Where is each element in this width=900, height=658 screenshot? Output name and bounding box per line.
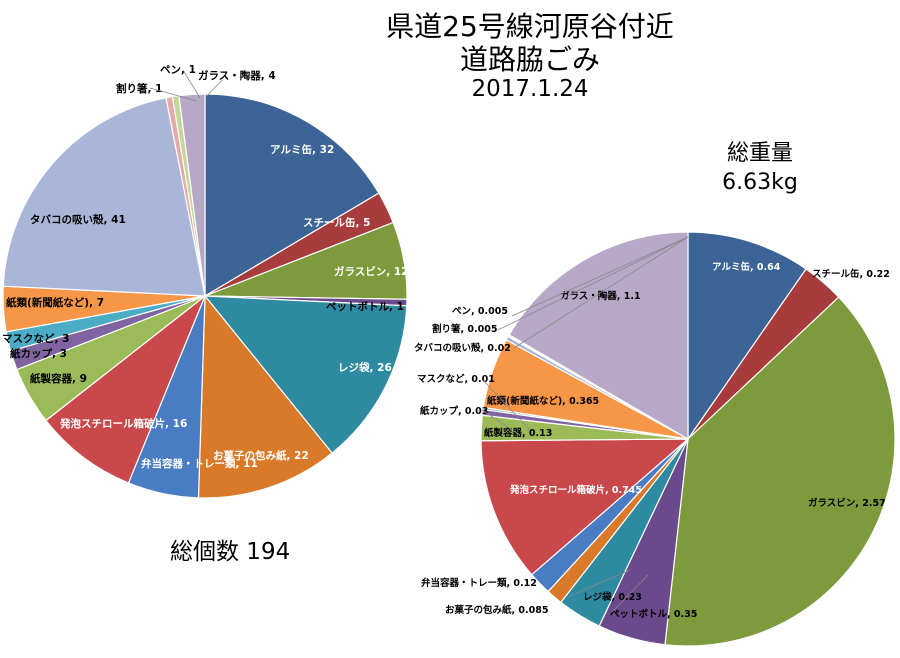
leader-line-0-2 bbox=[206, 79, 223, 97]
slice-label-count-6: 弁当容器・トレー類, 11 bbox=[141, 457, 258, 470]
leader-line-0-1 bbox=[182, 69, 201, 99]
slice-label-weight-15: ガラス・陶器, 1.1 bbox=[560, 290, 641, 302]
slice-label-count-7: 発泡スチロール箱破片, 16 bbox=[59, 417, 187, 430]
pie-slice-weight-2 bbox=[664, 296, 896, 647]
slice-label-count-1: スチール缶, 5 bbox=[303, 216, 370, 229]
slice-label-weight-11: 紙類(新聞紙など), 0.365 bbox=[487, 395, 599, 407]
slice-label-count-12: タバコの吸い殻, 41 bbox=[30, 213, 126, 226]
slice-label-weight-9: 紙カップ, 0.03 bbox=[420, 405, 488, 417]
slice-label-weight-2: ガラスビン, 2.57 bbox=[808, 497, 886, 509]
slice-label-count-15: ガラス・陶器, 4 bbox=[198, 69, 276, 82]
pie-slice-count-4 bbox=[203, 295, 408, 454]
slice-label-count-14: ペン, 1 bbox=[160, 64, 196, 76]
total-count-label: 総個数 194 bbox=[170, 539, 291, 565]
pie-slice-weight-7 bbox=[480, 438, 690, 576]
leader-line-0-0 bbox=[149, 87, 198, 102]
slice-label-weight-8: 紙製容器, 0.13 bbox=[484, 427, 552, 439]
slice-label-count-0: アルミ缶, 32 bbox=[270, 143, 334, 156]
slice-label-count-8: 紙製容器, 9 bbox=[30, 372, 87, 385]
leader-line-1-2 bbox=[513, 236, 689, 349]
slice-label-count-2: ガラスビン, 12 bbox=[334, 265, 409, 278]
leader-line-1-0 bbox=[511, 236, 689, 317]
chart-title: 県道25号線河原谷付近 道路脇ごみ 2017.1.24 bbox=[300, 10, 760, 103]
title-line-2: 道路脇ごみ bbox=[459, 43, 600, 77]
slice-label-count-11: 紙類(新聞紙など), 7 bbox=[6, 296, 104, 309]
slice-label-count-3: ペットボトル, 1 bbox=[326, 300, 404, 313]
slice-label-weight-7: 発泡スチロール箱破片, 0.745 bbox=[509, 484, 642, 496]
slice-label-weight-12: タバコの吸い殻, 0.02 bbox=[414, 342, 511, 354]
slice-label-weight-6: 弁当容器・トレー類, 0.12 bbox=[421, 577, 537, 589]
leader-line-1-3 bbox=[482, 379, 531, 431]
title-line-1: 県道25号線河原谷付近 bbox=[386, 10, 674, 43]
slice-label-weight-4: レジ袋, 0.23 bbox=[583, 591, 642, 603]
slice-label-count-10: マスクなど, 3 bbox=[2, 332, 69, 345]
slice-label-count-13: 割り箸, 1 bbox=[116, 82, 162, 95]
total-weight-box: 総重量 6.63kg bbox=[700, 140, 820, 197]
pie-chart-count: アルミ缶, 32 スチール缶, 5 ガラスビン, 12 ペットボトル, 1 レジ袋, 2… bbox=[2, 64, 409, 499]
total-weight-value: 6.63kg bbox=[722, 169, 798, 195]
pie-slice-weight-15 bbox=[508, 231, 689, 441]
leader-line-1-4 bbox=[481, 409, 521, 436]
pie-slice-count-7 bbox=[45, 294, 207, 484]
leader-line-1-6 bbox=[611, 574, 649, 613]
slice-label-weight-1: スチール缶, 0.22 bbox=[812, 268, 890, 280]
pie-slice-count-5 bbox=[197, 294, 333, 499]
slice-label-weight-3: ペットボトル, 0.35 bbox=[610, 608, 697, 620]
slice-label-weight-10: マスクなど, 0.01 bbox=[417, 373, 495, 385]
pie-chart-weight: アルミ缶, 0.64 スチール缶, 0.22 ガラスビン, 2.57 ペットボトル, … bbox=[414, 231, 896, 647]
slice-label-count-9: 紙カップ, 3 bbox=[10, 347, 67, 360]
pie-slice-weight-0 bbox=[687, 231, 807, 441]
pie-slice-count-12 bbox=[2, 97, 206, 297]
title-date: 2017.1.24 bbox=[471, 76, 589, 103]
pie-slice-count-0 bbox=[204, 93, 380, 298]
slice-label-weight-14: ペン, 0.005 bbox=[452, 306, 508, 317]
total-weight-label: 総重量 bbox=[726, 141, 793, 166]
slice-label-count-5: お菓子の包み紙, 22 bbox=[213, 449, 309, 462]
slice-label-weight-5: お菓子の包み紙, 0.085 bbox=[445, 604, 548, 616]
leader-line-1-1 bbox=[497, 236, 689, 331]
slice-label-count-4: レジ袋, 26 bbox=[338, 361, 392, 374]
slice-label-weight-0: アルミ缶, 0.64 bbox=[712, 261, 781, 273]
slice-label-weight-13: 割り箸, 0.005 bbox=[432, 323, 497, 335]
leader-line-1-5 bbox=[569, 569, 631, 597]
